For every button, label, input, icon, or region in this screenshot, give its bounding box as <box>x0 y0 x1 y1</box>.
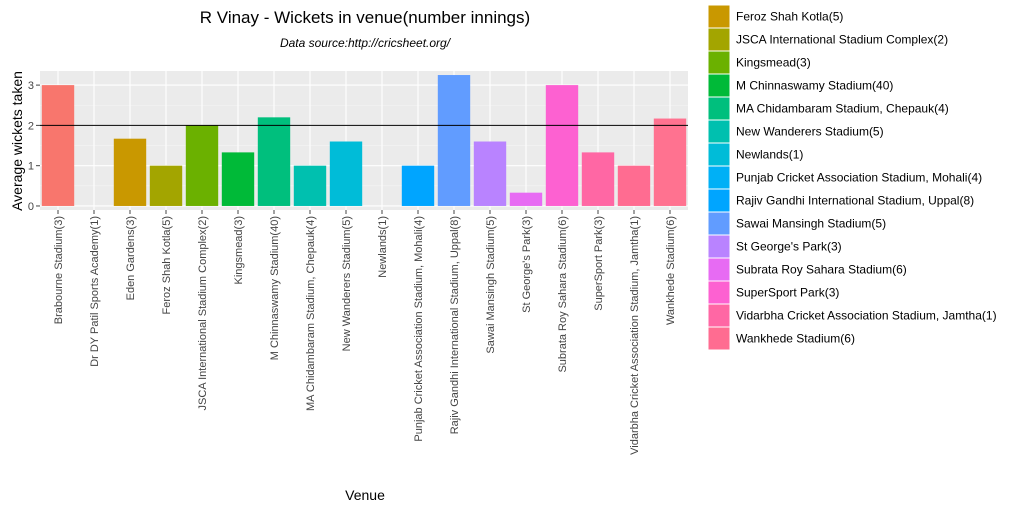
x-tick-label: New Wanderers Stadium(5) <box>341 216 353 351</box>
x-tick-label: Kingsmead(3) <box>233 216 245 284</box>
x-tick-label: Eden Gardens(3) <box>125 216 137 300</box>
legend-label: M Chinnaswamy Stadium(40) <box>736 79 893 93</box>
legend-key <box>707 211 731 236</box>
legend-key <box>707 27 731 52</box>
chart-title: R Vinay - Wickets in venue(number inning… <box>200 8 530 27</box>
bar <box>149 165 183 206</box>
x-tick-label: SuperSport Park(3) <box>593 216 605 311</box>
bar <box>221 152 255 206</box>
legend-key <box>707 280 731 305</box>
y-tick-label: 3 <box>28 80 34 92</box>
legend-key <box>707 165 731 190</box>
bar <box>113 138 147 206</box>
bar <box>581 152 615 206</box>
bar <box>41 85 75 206</box>
legend-label: Wankhede Stadium(6) <box>736 332 855 346</box>
legend-label: Subrata Roy Sahara Stadium(6) <box>736 263 907 277</box>
x-tick-label: Subrata Roy Sahara Stadium(6) <box>557 216 569 373</box>
x-tick-label: MA Chidambaram Stadium, Chepauk(4) <box>305 216 317 411</box>
legend-key <box>707 234 731 259</box>
legend-label: Newlands(1) <box>736 148 803 162</box>
bar <box>545 85 579 206</box>
x-tick-label: JSCA International Stadium Complex(2) <box>197 216 209 410</box>
bar <box>293 165 327 206</box>
y-tick-label: 0 <box>28 201 34 213</box>
legend-key <box>707 50 731 75</box>
legend-label: St George's Park(3) <box>736 240 842 254</box>
x-axis-title: Venue <box>345 487 385 503</box>
bar <box>257 117 291 206</box>
x-tick-label: Feroz Shah Kotla(5) <box>161 216 173 314</box>
legend: Feroz Shah Kotla(5) JSCA International St… <box>707 4 997 351</box>
legend-label: Sawai Mansingh Stadium(5) <box>736 217 886 231</box>
legend-key <box>707 4 731 29</box>
legend-label: New Wanderers Stadium(5) <box>736 125 884 139</box>
bar <box>653 118 687 206</box>
y-axis-title: Average wickets taken <box>9 71 25 211</box>
bar <box>401 165 435 206</box>
bar <box>617 165 651 206</box>
legend-key <box>707 142 731 167</box>
legend-label: SuperSport Park(3) <box>736 286 839 300</box>
legend-label: Feroz Shah Kotla(5) <box>736 10 843 24</box>
legend-label: Kingsmead(3) <box>736 56 811 70</box>
legend-key <box>707 119 731 144</box>
legend-label: Punjab Cricket Association Stadium, Moha… <box>736 171 982 185</box>
bar <box>329 141 363 206</box>
x-tick-label: St George's Park(3) <box>521 216 533 313</box>
y-tick-label: 2 <box>28 120 34 132</box>
chart-subtitle: Data source:http://cricsheet.org/ <box>280 36 452 50</box>
y-tick-label: 1 <box>28 161 34 173</box>
legend-label: Vidarbha Cricket Association Stadium, Ja… <box>736 309 997 323</box>
x-tick-label: Punjab Cricket Association Stadium, Moha… <box>413 216 425 442</box>
x-tick-label: M Chinnaswamy Stadium(40) <box>269 216 281 360</box>
x-tick-label: Newlands(1) <box>377 216 389 278</box>
legend-key <box>707 188 731 213</box>
x-tick-label: Rajiv Gandhi International Stadium, Uppa… <box>449 216 461 434</box>
bar <box>473 141 507 206</box>
x-tick-label: Dr DY Patil Sports Academy(1) <box>89 216 101 367</box>
plot-area: 0 1 2 3 Brabourne Stadium(3) Dr DY Patil Spor… <box>28 71 688 455</box>
bar <box>185 125 219 206</box>
legend-key <box>707 326 731 351</box>
legend-label: JSCA International Stadium Complex(2) <box>736 33 948 47</box>
x-tick-label: Vidarbha Cricket Association Stadium, Ja… <box>629 216 641 455</box>
x-tick-label: Wankhede Stadium(6) <box>665 216 677 325</box>
bar <box>509 192 543 206</box>
bar <box>437 75 471 206</box>
legend-key <box>707 257 731 282</box>
legend-key <box>707 73 731 98</box>
legend-label: MA Chidambaram Stadium, Chepauk(4) <box>736 102 949 116</box>
plot-panel <box>40 71 688 210</box>
legend-key <box>707 303 731 328</box>
x-tick-label: Brabourne Stadium(3) <box>53 216 65 324</box>
legend-key <box>707 96 731 121</box>
x-tick-label: Sawai Mansingh Stadium(5) <box>485 216 497 354</box>
legend-label: Rajiv Gandhi International Stadium, Uppa… <box>736 194 974 208</box>
